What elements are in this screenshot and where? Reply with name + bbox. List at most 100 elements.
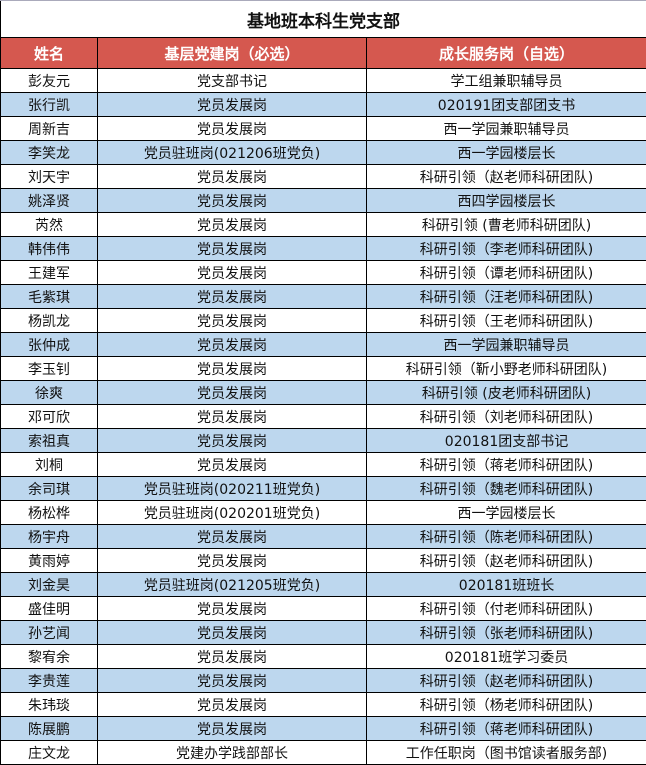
- cell-service-post: 科研引领（蒋老师科研团队): [367, 717, 646, 741]
- cell-name: 黄雨婷: [1, 549, 98, 573]
- cell-party-post: 党员发展岗: [98, 525, 367, 549]
- cell-party-post: 党员发展岗: [98, 669, 367, 693]
- cell-service-post: 科研引领（谭老师科研团队): [367, 261, 646, 285]
- cell-name: 姚泽贤: [1, 189, 98, 213]
- cell-party-post: 党员发展岗: [98, 237, 367, 261]
- table-row: 杨松桦党员驻班岗(020201班党负)西一学园楼层长: [1, 501, 646, 525]
- cell-party-post: 党员发展岗: [98, 93, 367, 117]
- cell-service-post: 科研引领（王老师科研团队): [367, 309, 646, 333]
- cell-name: 徐爽: [1, 381, 98, 405]
- cell-service-post: 020191团支部团支书: [367, 93, 646, 117]
- cell-party-post: 党员发展岗: [98, 693, 367, 717]
- title-row: 基地班本科生党支部: [1, 1, 646, 38]
- table-row: 李笑龙党员驻班岗(021206班党负)西一学园楼层长: [1, 141, 646, 165]
- cell-name: 盛佳明: [1, 597, 98, 621]
- cell-party-post: 党员发展岗: [98, 189, 367, 213]
- cell-party-post: 党员发展岗: [98, 453, 367, 477]
- cell-service-post: 西一学园楼层长: [367, 501, 646, 525]
- table-row: 盛佳明党员发展岗科研引领（付老师科研团队): [1, 597, 646, 621]
- cell-party-post: 党员发展岗: [98, 285, 367, 309]
- cell-party-post: 党员发展岗: [98, 549, 367, 573]
- table-row: 刘天宇党员发展岗科研引领（赵老师科研团队): [1, 165, 646, 189]
- table-row: 彭友元党支部书记学工组兼职辅导员: [1, 69, 646, 93]
- cell-name: 周新吉: [1, 117, 98, 141]
- cell-service-post: 科研引领 (皮老师科研团队): [367, 381, 646, 405]
- cell-service-post: 科研引领（李老师科研团队): [367, 237, 646, 261]
- cell-service-post: 020181班班长: [367, 573, 646, 597]
- table-row: 黄雨婷党员发展岗科研引领（赵老师科研团队): [1, 549, 646, 573]
- cell-service-post: 科研引领（付老师科研团队): [367, 597, 646, 621]
- cell-party-post: 党员发展岗: [98, 333, 367, 357]
- table-title: 基地班本科生党支部: [1, 1, 646, 38]
- table-row: 周新吉党员发展岗西一学园兼职辅导员: [1, 117, 646, 141]
- table-row: 孙艺闻党员发展岗科研引领（张老师科研团队): [1, 621, 646, 645]
- cell-party-post: 党员发展岗: [98, 597, 367, 621]
- cell-service-post: 科研引领（赵老师科研团队): [367, 669, 646, 693]
- cell-name: 刘桐: [1, 453, 98, 477]
- cell-service-post: 西一学园楼层长: [367, 141, 646, 165]
- cell-party-post: 党员发展岗: [98, 117, 367, 141]
- cell-name: 芮然: [1, 213, 98, 237]
- cell-service-post: 学工组兼职辅导员: [367, 69, 646, 93]
- cell-service-post: 020181班学习委员: [367, 645, 646, 669]
- cell-name: 邓可欣: [1, 405, 98, 429]
- cell-name: 杨凯龙: [1, 309, 98, 333]
- cell-name: 陈展鹏: [1, 717, 98, 741]
- cell-party-post: 党员发展岗: [98, 405, 367, 429]
- header-service-post: 成长服务岗（自选）: [367, 38, 646, 69]
- cell-party-post: 党支部书记: [98, 69, 367, 93]
- cell-service-post: 科研引领（靳小野老师科研团队): [367, 357, 646, 381]
- cell-party-post: 党员发展岗: [98, 213, 367, 237]
- cell-service-post: 科研引领（赵老师科研团队): [367, 549, 646, 573]
- cell-party-post: 党员发展岗: [98, 165, 367, 189]
- cell-service-post: 西一学园兼职辅导员: [367, 333, 646, 357]
- cell-service-post: 科研引领（蒋老师科研团队): [367, 453, 646, 477]
- cell-name: 黎宥余: [1, 645, 98, 669]
- table-row: 余司琪党员驻班岗(020211班党负)科研引领（魏老师科研团队): [1, 477, 646, 501]
- cell-name: 彭友元: [1, 69, 98, 93]
- header-party-post: 基层党建岗（必选）: [98, 38, 367, 69]
- cell-service-post: 西一学园兼职辅导员: [367, 117, 646, 141]
- cell-name: 李玉钊: [1, 357, 98, 381]
- cell-name: 庄文龙: [1, 741, 98, 765]
- cell-party-post: 党员驻班岗(021206班党负): [98, 141, 367, 165]
- cell-service-post: 科研引领（杨老师科研团队): [367, 693, 646, 717]
- table-row: 陈展鹏党员发展岗科研引领（蒋老师科研团队): [1, 717, 646, 741]
- table-row: 毛紫琪党员发展岗科研引领（汪老师科研团队): [1, 285, 646, 309]
- table-row: 朱玮琰党员发展岗科研引领（杨老师科研团队): [1, 693, 646, 717]
- cell-name: 余司琪: [1, 477, 98, 501]
- cell-name: 孙艺闻: [1, 621, 98, 645]
- cell-name: 刘天宇: [1, 165, 98, 189]
- cell-party-post: 党员发展岗: [98, 621, 367, 645]
- cell-service-post: 020181团支部书记: [367, 429, 646, 453]
- cell-party-post: 党员驻班岗(020201班党负): [98, 501, 367, 525]
- cell-service-post: 科研引领（魏老师科研团队): [367, 477, 646, 501]
- table-row: 杨宇舟党员发展岗科研引领（陈老师科研团队): [1, 525, 646, 549]
- cell-party-post: 党员驻班岗(021205班党负): [98, 573, 367, 597]
- table-row: 姚泽贤党员发展岗西四学园楼层长: [1, 189, 646, 213]
- cell-name: 李贵莲: [1, 669, 98, 693]
- header-name: 姓名: [1, 38, 98, 69]
- cell-name: 李笑龙: [1, 141, 98, 165]
- cell-party-post: 党员驻班岗(020211班党负): [98, 477, 367, 501]
- cell-service-post: 科研引领（张老师科研团队): [367, 621, 646, 645]
- cell-name: 王建军: [1, 261, 98, 285]
- cell-name: 刘金昊: [1, 573, 98, 597]
- table-row: 刘桐党员发展岗科研引领（蒋老师科研团队): [1, 453, 646, 477]
- cell-service-post: 科研引领（赵老师科研团队): [367, 165, 646, 189]
- cell-name: 杨松桦: [1, 501, 98, 525]
- cell-name: 韩伟伟: [1, 237, 98, 261]
- cell-party-post: 党员发展岗: [98, 357, 367, 381]
- table-row: 庄文龙党建办学践部部长工作任职岗（图书馆读者服务部): [1, 741, 646, 765]
- cell-service-post: 科研引领（陈老师科研团队): [367, 525, 646, 549]
- cell-service-post: 西四学园楼层长: [367, 189, 646, 213]
- cell-service-post: 科研引领（汪老师科研团队): [367, 285, 646, 309]
- cell-service-post: 工作任职岗（图书馆读者服务部): [367, 741, 646, 765]
- cell-party-post: 党员发展岗: [98, 381, 367, 405]
- table-row: 张仲成党员发展岗西一学园兼职辅导员: [1, 333, 646, 357]
- table-row: 刘金昊党员驻班岗(021205班党负)020181班班长: [1, 573, 646, 597]
- cell-party-post: 党建办学践部部长: [98, 741, 367, 765]
